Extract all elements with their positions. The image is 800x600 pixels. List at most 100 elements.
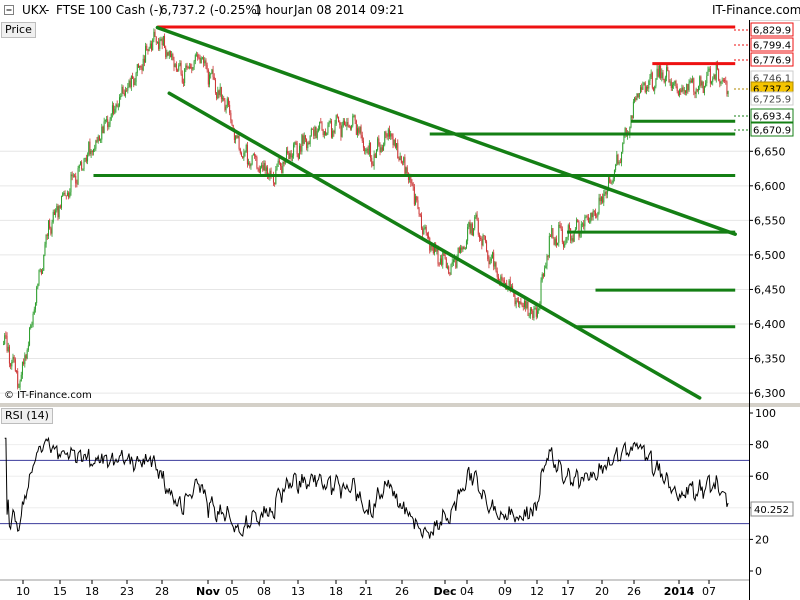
- candle-body: [100, 139, 102, 141]
- candle-body: [122, 86, 124, 94]
- candle-body: [616, 154, 618, 165]
- candle-body: [126, 90, 128, 92]
- candle-body: [226, 98, 228, 107]
- candle-body: [457, 247, 459, 258]
- time-tick-label: 23: [120, 585, 134, 598]
- candle-body: [121, 86, 123, 96]
- candle-body: [167, 52, 169, 56]
- collapse-icon[interactable]: [4, 5, 14, 15]
- candle-body: [341, 125, 343, 137]
- candle-body: [200, 57, 202, 64]
- candle-body: [330, 120, 332, 138]
- candle-body: [77, 168, 79, 184]
- chart-header: UKX - FTSE 100 Cash (-) 6,737.2 (-0.25%)…: [0, 0, 800, 21]
- candle-body: [201, 57, 203, 59]
- candle-body: [606, 189, 608, 195]
- candle-body: [679, 89, 681, 96]
- candle-body: [415, 196, 417, 205]
- candle-body: [197, 54, 199, 58]
- candle-body: [462, 246, 464, 250]
- candle-body: [700, 76, 702, 86]
- candle-body: [701, 81, 703, 86]
- price-label-box: [750, 122, 794, 137]
- candle-body: [203, 57, 205, 64]
- candle-body: [522, 305, 524, 307]
- candle-body: [204, 60, 206, 64]
- candle-body: [438, 263, 440, 265]
- candle-body: [11, 361, 13, 367]
- price-label-marker: 6,725.9: [753, 95, 791, 106]
- candle-body: [90, 150, 92, 155]
- candle-body: [106, 119, 108, 121]
- price-tick-label: 6,650: [754, 145, 786, 158]
- candle-body: [110, 114, 112, 120]
- candle-body: [496, 271, 498, 277]
- candle-body: [520, 301, 522, 303]
- candle-body: [34, 302, 36, 310]
- price-labels: 6,829.9 6,799.4 6,776.9 6,746.16,737.26,725…: [734, 22, 794, 137]
- candle-body: [147, 50, 149, 52]
- candle-body: [116, 104, 118, 107]
- candle-body: [252, 154, 254, 156]
- candle-body: [490, 258, 492, 261]
- candle-body: [209, 74, 211, 85]
- candle-body: [148, 47, 150, 52]
- candle-body: [111, 105, 113, 115]
- candle-body: [229, 104, 231, 113]
- candle-body: [430, 246, 432, 251]
- candle-body: [64, 192, 66, 196]
- candle-body: [177, 70, 179, 72]
- candle-body: [21, 361, 23, 375]
- candle-body: [584, 217, 586, 227]
- candle-body: [619, 162, 621, 164]
- candle-body: [463, 246, 465, 249]
- candle-body: [61, 196, 63, 208]
- candle-body: [610, 182, 612, 184]
- candle-body: [695, 89, 697, 95]
- rsi-value-box: [750, 501, 794, 517]
- candle-body: [709, 68, 711, 84]
- candle-body: [671, 84, 673, 88]
- candle-body: [96, 140, 98, 142]
- candle-body: [386, 134, 388, 137]
- candle-body: [146, 45, 148, 51]
- candle-body: [560, 225, 562, 230]
- candle-body: [409, 177, 411, 180]
- price-tick-label: 6,500: [754, 249, 786, 262]
- candle-body: [422, 228, 424, 235]
- candle-body: [123, 93, 125, 96]
- candle-body: [135, 72, 137, 82]
- candle-body: [441, 258, 443, 265]
- rsi-pane: [0, 407, 749, 580]
- candle-body: [194, 55, 196, 62]
- candle-body: [645, 87, 647, 93]
- rsi-tick-label: 60: [755, 470, 769, 483]
- candle-body: [680, 89, 682, 93]
- candle-body: [342, 120, 344, 126]
- chart-canvas[interactable]: 6,300 6,350 6,400 6,450 6,500 6,550 6,600 6,650…: [0, 20, 800, 600]
- candle-body: [198, 57, 200, 59]
- candle-body: [235, 135, 237, 140]
- candle-body: [444, 254, 446, 259]
- candle-body: [152, 39, 154, 51]
- candle-body: [103, 121, 105, 134]
- candle-body: [240, 152, 242, 157]
- candle-body: [141, 67, 143, 71]
- candle-body: [509, 280, 511, 291]
- candle-body: [555, 238, 557, 246]
- candle-body: [222, 97, 224, 99]
- candle-body: [236, 135, 238, 138]
- candle-body: [583, 223, 585, 227]
- candle-body: [242, 156, 244, 159]
- candle-body: [433, 243, 435, 254]
- candle-body: [290, 153, 292, 158]
- pane-divider[interactable]: [0, 403, 800, 407]
- candle-body: [84, 157, 86, 159]
- candle-body: [598, 197, 600, 213]
- price-tick-label: 6,550: [754, 214, 786, 227]
- candle-body: [133, 78, 135, 86]
- candle-body: [218, 90, 220, 95]
- candle-body: [410, 177, 412, 183]
- candle-body: [29, 327, 31, 346]
- candle-body: [274, 182, 276, 184]
